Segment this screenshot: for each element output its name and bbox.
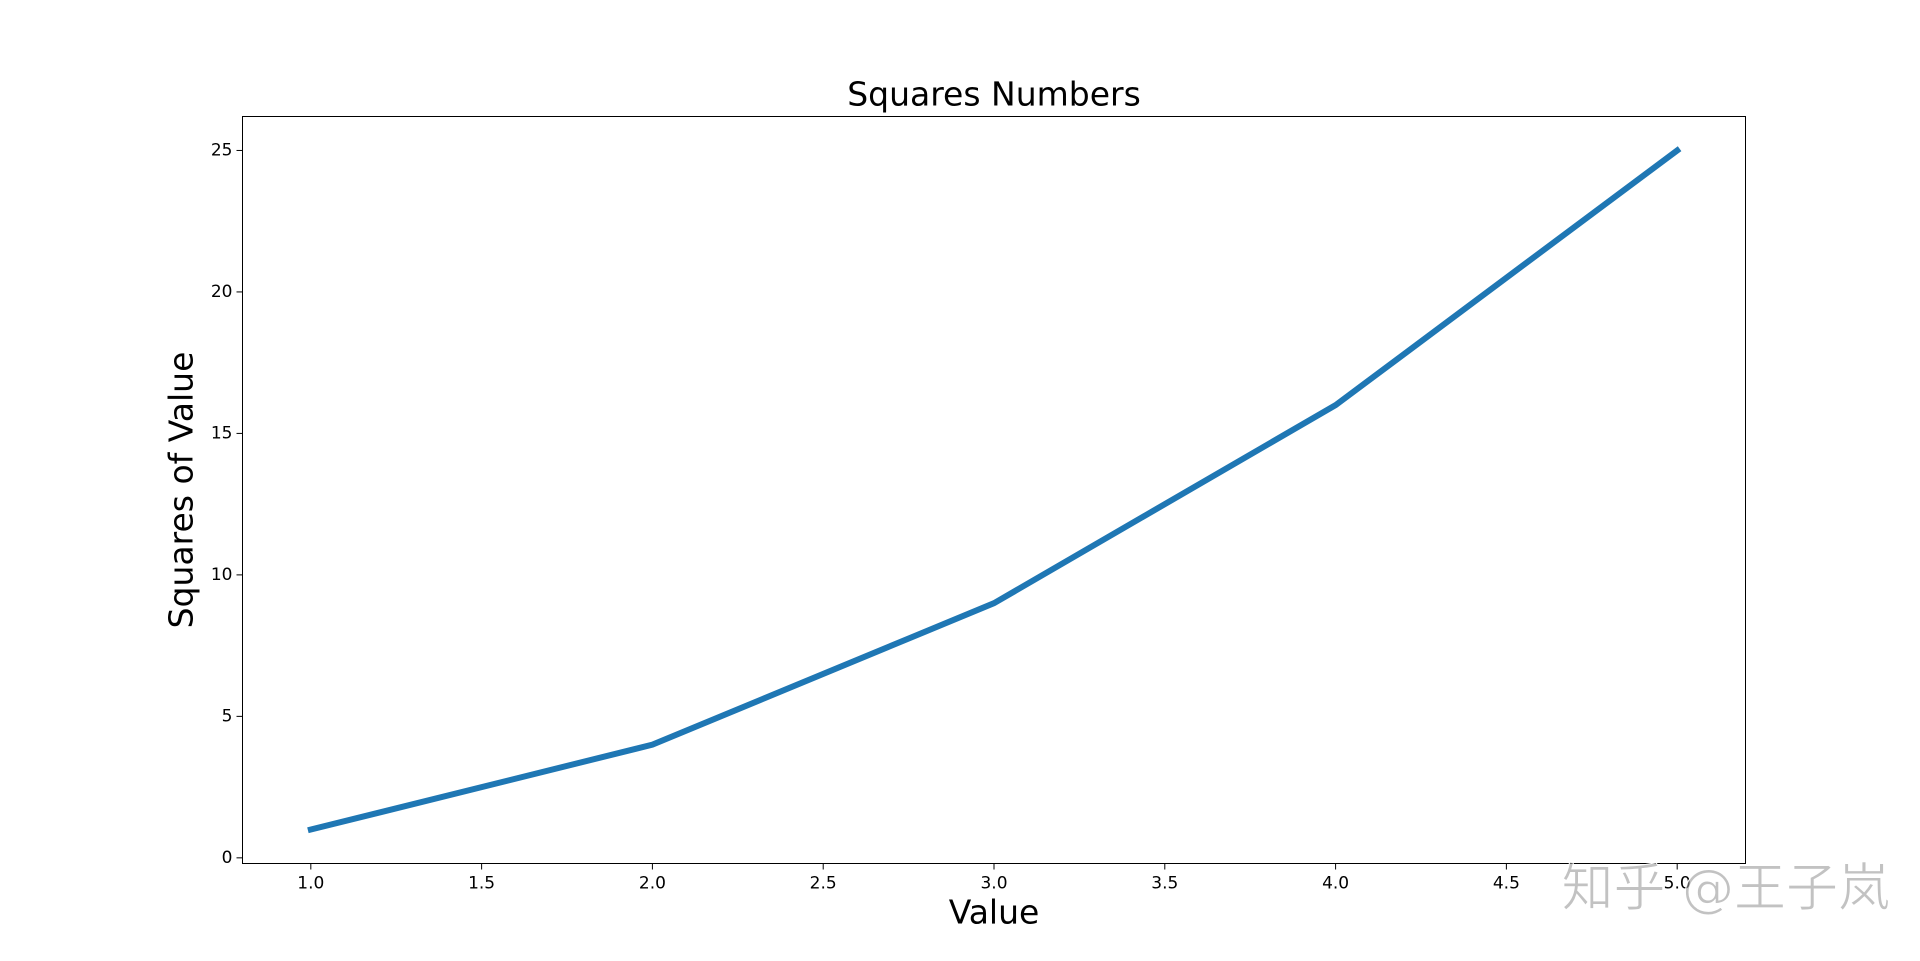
x-tick-label: 1.0 [297, 874, 324, 894]
y-tick-label: 15 [211, 423, 233, 443]
y-axis-label: Squares of Value [162, 352, 201, 629]
x-tick-label: 2.5 [810, 874, 837, 894]
x-tick-label: 3.0 [980, 874, 1007, 894]
x-tick-label: 2.0 [639, 874, 666, 894]
y-tick-label: 20 [211, 282, 233, 302]
data-line [307, 146, 1682, 834]
x-axis-label: Value [949, 893, 1040, 932]
axes-frame [242, 116, 1746, 864]
x-tick-label: 4.0 [1322, 874, 1349, 894]
x-tick-label: 4.5 [1493, 874, 1520, 894]
x-tick-label: 5.0 [1664, 874, 1691, 894]
chart-title: Squares Numbers [847, 75, 1141, 114]
y-tick-label: 5 [222, 706, 233, 726]
x-tick-label: 1.5 [468, 874, 495, 894]
watermark: 知乎 @王子岚 [1561, 859, 1890, 919]
y-tick-label: 10 [211, 565, 233, 585]
y-tick-label: 0 [222, 848, 233, 868]
x-tick-label: 3.5 [1151, 874, 1178, 894]
y-tick-label: 25 [211, 140, 233, 160]
